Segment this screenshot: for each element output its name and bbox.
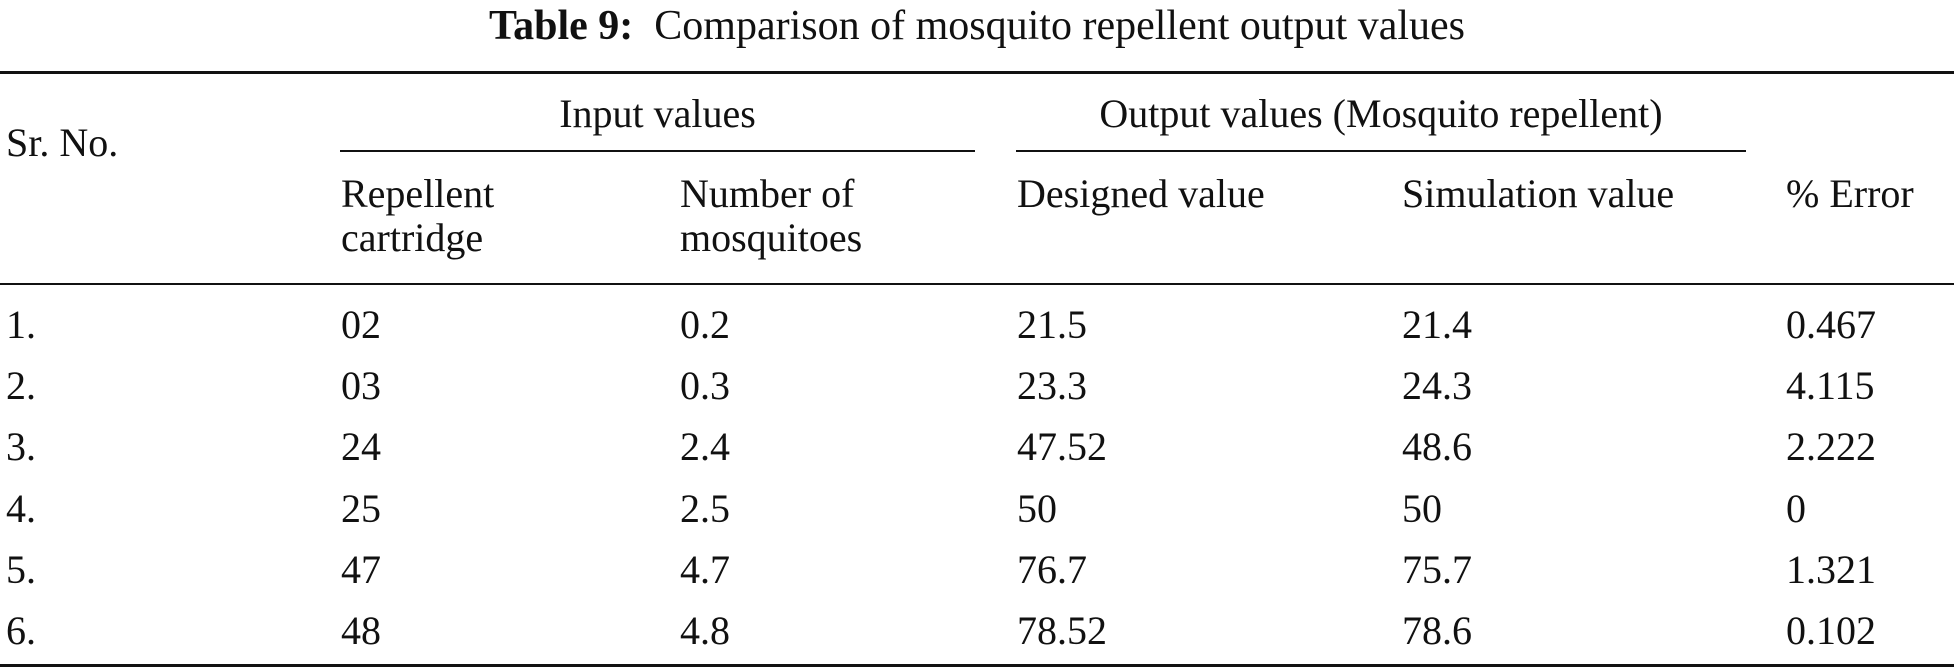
header-mosquitoes-line1: Number of [680,171,855,216]
cell-error: 2.222 [1786,424,1876,469]
cell-sr-no: 2. [6,363,36,408]
cell-designed-value: 78.52 [1017,608,1107,653]
header-designed-value: Designed value [1017,171,1265,216]
cell-number-of-mosquitoes: 4.8 [680,608,730,653]
header-input-values: Input values [559,91,756,136]
cell-sr-no: 5. [6,547,36,592]
header-repellent-line2: cartridge [341,215,484,260]
cell-designed-value: 23.3 [1017,363,1087,408]
table-caption: Table 9: Comparison of mosquito repellen… [0,0,1954,60]
cell-simulation-value: 50 [1402,486,1442,531]
header-bottom-rule [0,283,1954,285]
cell-designed-value: 21.5 [1017,302,1087,347]
cell-number-of-mosquitoes: 4.7 [680,547,730,592]
cell-repellent-cartridge: 25 [341,486,381,531]
cell-designed-value: 47.52 [1017,424,1107,469]
cell-error: 4.115 [1786,363,1875,408]
cell-repellent-cartridge: 03 [341,363,381,408]
cell-repellent-cartridge: 24 [341,424,381,469]
output-values-rule [1016,150,1746,152]
cell-simulation-value: 24.3 [1402,363,1472,408]
cell-simulation-value: 78.6 [1402,608,1472,653]
cell-error: 1.321 [1786,547,1876,592]
cell-simulation-value: 21.4 [1402,302,1472,347]
top-rule [0,71,1954,74]
cell-simulation-value: 75.7 [1402,547,1472,592]
cell-sr-no: 1. [6,302,36,347]
table-number: Table 9: [488,3,634,49]
cell-error: 0.467 [1786,302,1876,347]
bottom-rule [0,664,1954,667]
header-output-values: Output values (Mosquito repellent) [1099,91,1663,136]
cell-sr-no: 4. [6,486,36,531]
header-repellent-line1: Repellent [341,171,495,216]
cell-simulation-value: 48.6 [1402,424,1472,469]
cell-error: 0 [1786,486,1806,531]
cell-sr-no: 6. [6,608,36,653]
cell-repellent-cartridge: 48 [341,608,381,653]
cell-designed-value: 76.7 [1017,547,1087,592]
header-sr-no: Sr. No. [6,120,119,165]
header-error: % Error [1786,171,1914,216]
cell-number-of-mosquitoes: 0.3 [680,363,730,408]
header-mosquitoes-line2: mosquitoes [680,215,863,260]
cell-error: 0.102 [1786,608,1876,653]
cell-number-of-mosquitoes: 0.2 [680,302,730,347]
cell-repellent-cartridge: 47 [341,547,381,592]
cell-repellent-cartridge: 02 [341,302,381,347]
header-simulation-value: Simulation value [1402,171,1675,216]
input-values-rule [340,150,975,152]
cell-number-of-mosquitoes: 2.4 [680,424,730,469]
table-title: Comparison of mosquito repellent output … [654,3,1466,49]
cell-designed-value: 50 [1017,486,1057,531]
cell-number-of-mosquitoes: 2.5 [680,486,730,531]
header-number-of-mosquitoes: Number of mosquitoes [680,172,862,260]
cell-sr-no: 3. [6,424,36,469]
header-repellent-cartridge: Repellent cartridge [341,172,494,260]
